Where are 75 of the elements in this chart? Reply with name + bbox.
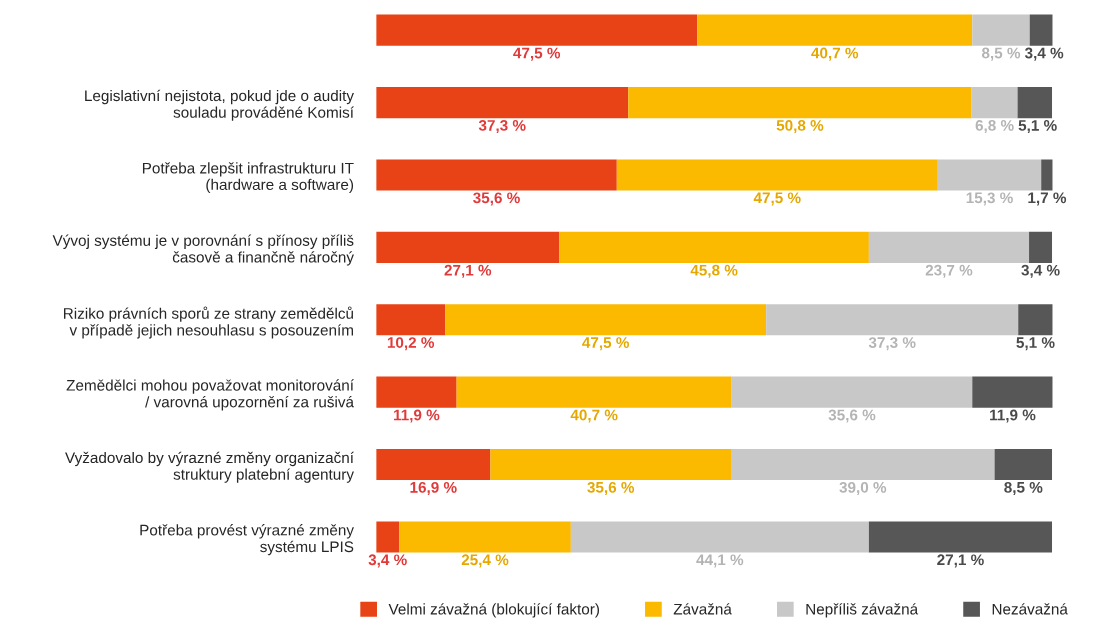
y-tick-label: Legislativní nejistota, pokud jde o audity souladu prováděné Komisí (85, 89, 354, 121)
data-label: 47,5 % (513, 47, 561, 61)
data-label: 50,8 % (776, 119, 824, 134)
data-label: 3,4 % (1024, 47, 1064, 61)
bar (1029, 14, 1053, 46)
bar (972, 14, 1030, 46)
bar (376, 448, 491, 481)
bar (1017, 87, 1053, 119)
data-label: 10,2 % (387, 337, 435, 351)
bar (559, 231, 869, 263)
y-tick-label: Vývoj systému je v porovnání s přínosy příliš časově a finančně náročný (52, 234, 354, 266)
bar (376, 87, 629, 119)
bar (937, 159, 1042, 191)
data-label: 40,7 % (811, 47, 859, 61)
bar (1029, 231, 1053, 263)
data-label: 27,1 % (444, 264, 492, 278)
data-label: 45,8 % (690, 264, 738, 278)
bar (616, 159, 938, 191)
data-label: 15,3 % (966, 192, 1013, 206)
data-label: 25,4 % (461, 554, 509, 568)
data-label: 3,4 % (368, 554, 407, 568)
bar (868, 231, 1030, 263)
bar (972, 376, 1053, 408)
data-label: 11,9 % (394, 409, 440, 423)
y-tick-label: Zemědělci mohou považovat monitorování / varovná upozornění za rušivá (66, 379, 354, 411)
bar (490, 448, 732, 481)
legend-label: Závažná (673, 603, 732, 615)
bar (1018, 304, 1053, 336)
data-label: 44,1 % (696, 554, 744, 568)
data-label: 8,5 % (1004, 481, 1043, 495)
legend-label: Nezávažná (992, 603, 1068, 615)
data-label: 16,9 % (410, 481, 457, 495)
bar (376, 376, 457, 408)
data-label: 35,6 % (828, 409, 876, 423)
bar (376, 159, 617, 191)
data-label: 35,6 % (473, 192, 520, 206)
data-label: 39,0 % (839, 481, 887, 495)
bar (731, 376, 973, 408)
bar (971, 87, 1018, 119)
bar (766, 304, 1019, 336)
bar (376, 521, 400, 553)
bar (697, 14, 973, 46)
bar (376, 304, 446, 336)
bar (376, 231, 560, 263)
data-label: 11,9 % (990, 409, 1036, 423)
data-label: 8,5 % (981, 47, 1021, 61)
y-tick-label: Riziko právních sporů ze strany zemědělců v případě jejich nesouhlasu s posouzením (63, 306, 353, 339)
y-tick-label: Potřeba provést výrazné změny systému LPIS (140, 524, 354, 556)
bar (868, 521, 1053, 553)
data-label: 37,3 % (478, 119, 526, 134)
bar (628, 87, 972, 119)
legend-label: Nepříliš závažná (806, 603, 919, 618)
data-label: 40,7 % (570, 409, 618, 423)
data-label: 47,5 % (753, 192, 801, 206)
data-label: 5,1 % (1018, 120, 1057, 134)
data-label: 1,7 % (1028, 192, 1067, 206)
legend-label: Velmi závažná (blokující faktor) (388, 603, 599, 618)
data-label: 3,4 % (1021, 264, 1060, 278)
data-label: 6,8 % (975, 119, 1014, 134)
data-label: 27,1 % (937, 554, 984, 568)
bar (1041, 159, 1053, 191)
data-label: 5,1 % (1016, 337, 1055, 351)
bar (456, 376, 732, 408)
bar (994, 448, 1053, 481)
bar (445, 304, 767, 336)
data-label: 37,3 % (868, 337, 916, 351)
data-label: 35,6 % (587, 481, 635, 495)
data-label: 23,7 % (925, 264, 973, 278)
data-label: 47,5 % (582, 337, 630, 351)
bar (399, 521, 571, 553)
bar (570, 521, 869, 553)
bar (376, 14, 698, 46)
y-tick-label: Potřeba zlepšit infrastrukturu IT (hardware a software) (142, 162, 354, 194)
y-tick-label: Vyžadovalo by výrazné změny organizační struktury platební agentury (65, 451, 354, 483)
bar (731, 448, 995, 481)
